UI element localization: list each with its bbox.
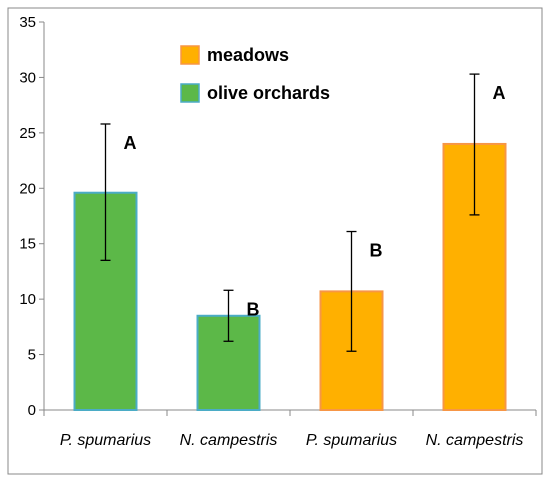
legend: meadows olive orchards: [180, 45, 330, 103]
legend-label: olive orchards: [207, 83, 330, 103]
significance-letter: B: [370, 241, 383, 261]
significance-letter: A: [124, 133, 137, 153]
x-category-label: P. spumarius: [60, 432, 151, 449]
legend-label: meadows: [207, 45, 289, 65]
y-tick-label: 10: [19, 291, 36, 308]
y-tick-label: 15: [19, 236, 36, 253]
legend-swatch: [180, 83, 200, 103]
y-tick-label: 20: [19, 180, 36, 197]
bars-group: A B B A: [73, 73, 507, 411]
x-category-label: N. campestris: [180, 432, 278, 449]
x-category-label: N. campestris: [426, 432, 524, 449]
significance-letter: B: [247, 299, 260, 319]
legend-swatch: [180, 45, 200, 65]
y-axis: 0 5 10 15 20 25 30 35: [19, 14, 45, 419]
y-tick-label: 0: [28, 402, 36, 419]
y-tick-label: 5: [28, 347, 36, 364]
significance-letter: A: [493, 83, 506, 103]
y-tick-label: 35: [19, 14, 36, 31]
y-tick-label: 30: [19, 69, 36, 86]
x-category-label: P. spumarius: [306, 432, 397, 449]
y-tick-label: 25: [19, 125, 36, 142]
